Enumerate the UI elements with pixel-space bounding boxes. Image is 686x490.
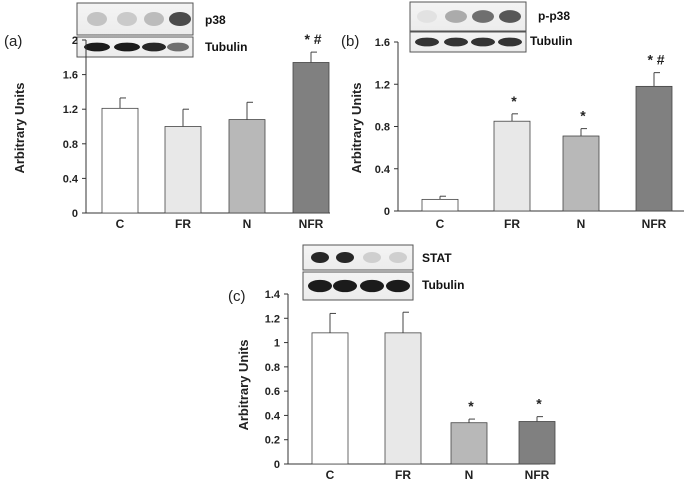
- blot-band: [311, 252, 329, 263]
- blot-band: [389, 252, 407, 263]
- bar-nfr: [518, 421, 556, 465]
- category-label: NFR: [299, 217, 324, 231]
- y-tick-label: 0.8: [63, 139, 78, 151]
- blot-band: [308, 279, 332, 293]
- y-tick-label: 1.2: [63, 104, 78, 116]
- y-tick-label: 1.4: [265, 289, 281, 301]
- panel-b: p-p38 Tubulin (b) Arbitrary Units 0 0.4 0.8 1.2…: [341, 1, 684, 231]
- blot-band: [498, 37, 522, 47]
- bar-nfr: [635, 85, 673, 212]
- blot-band: [336, 252, 354, 263]
- y-tick-label: 0.8: [375, 122, 390, 134]
- panel-a: p38 Tubulin (a) Arbitrary Units 0 0.4 0.8 1.2 1.…: [4, 2, 330, 231]
- blot-label: Tubulin: [422, 278, 464, 292]
- category-label: C: [326, 468, 335, 482]
- blot-label: Tubulin: [205, 40, 247, 54]
- bar-fr: [493, 120, 531, 212]
- category-label: N: [577, 217, 586, 231]
- bar-fr: [384, 332, 422, 465]
- blot-band: [471, 37, 495, 47]
- western-blot-1: [409, 31, 527, 53]
- category-label: N: [465, 468, 474, 482]
- category-label: NFR: [642, 217, 667, 231]
- y-tick-label: 0.4: [375, 164, 391, 176]
- y-tick-label: 1.2: [375, 79, 390, 91]
- y-tick-label: 0.4: [63, 173, 79, 185]
- y-tick-label: 2: [72, 35, 78, 47]
- blot-band: [114, 42, 140, 52]
- y-axis-label: Arbitrary Units: [12, 82, 27, 173]
- blot-band: [415, 37, 439, 47]
- blot-band: [117, 11, 137, 27]
- bar-c: [421, 198, 459, 212]
- blot-band: [167, 42, 189, 52]
- category-label: FR: [175, 217, 191, 231]
- blot-label: Tubulin: [530, 34, 572, 48]
- western-blot-1: [302, 271, 414, 301]
- category-label: NFR: [525, 468, 550, 482]
- panel-letter: (b): [341, 33, 359, 50]
- blot-band: [499, 10, 521, 23]
- category-label: FR: [504, 217, 520, 231]
- category-label: C: [116, 217, 125, 231]
- blot-band: [87, 11, 107, 27]
- blot-label: p38: [205, 13, 226, 27]
- bar-n: [562, 135, 600, 212]
- y-axis-label: Arbitrary Units: [236, 339, 251, 430]
- blot-label: STAT: [422, 251, 452, 265]
- significance-marker: * #: [647, 52, 664, 68]
- western-blot-0: [302, 244, 414, 271]
- bar-c: [101, 107, 139, 214]
- y-tick-label: 0.8: [265, 362, 280, 374]
- blot-band: [417, 10, 437, 23]
- y-tick-label: 0: [72, 208, 78, 220]
- category-label: FR: [395, 468, 411, 482]
- bar-fr: [164, 126, 202, 214]
- western-blot-1: [76, 36, 194, 58]
- blot-band: [444, 37, 468, 47]
- blot-band: [169, 11, 191, 27]
- significance-marker: *: [511, 93, 517, 109]
- blot-band: [363, 252, 381, 263]
- y-axis-label: Arbitrary Units: [349, 82, 364, 173]
- significance-marker: * #: [304, 31, 321, 47]
- blot-band: [333, 279, 357, 293]
- panel-c: STAT Tubulin (c) Arbitrary Units 0 0.2 0.4 0.6 0…: [228, 244, 556, 482]
- blot-band: [142, 42, 166, 52]
- category-label: C: [436, 217, 445, 231]
- western-blot-0: [76, 2, 194, 36]
- y-tick-label: 0.6: [265, 386, 280, 398]
- category-label: N: [243, 217, 252, 231]
- y-tick-label: 1.6: [63, 70, 78, 82]
- y-tick-label: 0.2: [265, 435, 280, 447]
- blot-band: [144, 11, 164, 27]
- blot-label: p-p38: [538, 9, 570, 23]
- y-tick-label: 1.2: [265, 313, 280, 325]
- bar-n: [228, 119, 266, 214]
- y-tick-label: 1: [274, 338, 280, 350]
- western-blot-0: [409, 1, 527, 32]
- blot-band: [445, 10, 467, 23]
- significance-marker: *: [468, 398, 474, 414]
- bar-c: [311, 332, 349, 465]
- significance-marker: *: [536, 396, 542, 412]
- y-tick-label: 1.6: [375, 37, 390, 49]
- panel-letter: (c): [228, 288, 246, 305]
- bar-nfr: [292, 62, 330, 214]
- blot-band: [472, 10, 494, 23]
- blot-band: [360, 279, 384, 293]
- y-tick-label: 0: [274, 459, 280, 471]
- bar-n: [450, 422, 488, 465]
- y-tick-label: 0.4: [265, 410, 281, 422]
- significance-marker: *: [580, 108, 586, 124]
- y-tick-label: 0: [384, 206, 390, 218]
- blot-band: [386, 279, 410, 293]
- blot-band: [84, 42, 110, 52]
- panel-letter: (a): [4, 33, 22, 50]
